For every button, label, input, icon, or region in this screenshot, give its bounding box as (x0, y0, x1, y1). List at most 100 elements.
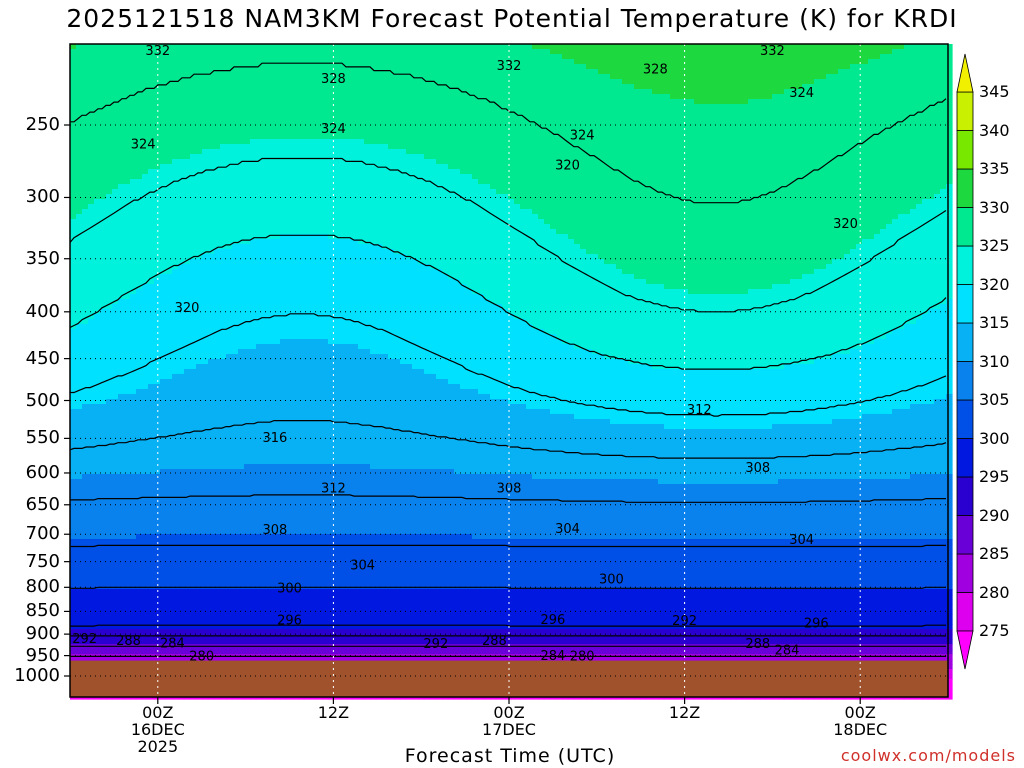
theta-cell (94, 609, 101, 615)
theta-cell (274, 259, 281, 265)
theta-cell (130, 109, 137, 115)
theta-cell (70, 259, 77, 265)
theta-cell (274, 69, 281, 75)
theta-cell (274, 154, 281, 160)
theta-cell (232, 544, 239, 550)
theta-cell (136, 334, 143, 340)
theta-cell (250, 269, 257, 275)
theta-cell (112, 604, 119, 610)
theta-cell (190, 649, 197, 655)
theta-cell (70, 489, 77, 495)
theta-cell (154, 44, 161, 50)
theta-cell (166, 529, 173, 535)
theta-cell (118, 304, 125, 310)
theta-cell (178, 569, 185, 575)
theta-cell (94, 189, 101, 195)
theta-cell (220, 459, 227, 465)
theta-cell (166, 274, 173, 280)
theta-cell (100, 624, 107, 630)
theta-cell (136, 354, 143, 360)
theta-cell (226, 484, 233, 490)
theta-cell (202, 84, 209, 90)
theta-cell (268, 74, 275, 80)
theta-cell (184, 59, 191, 65)
theta-cell (292, 194, 299, 200)
theta-cell (196, 144, 203, 150)
theta-cell (214, 174, 221, 180)
theta-cell (94, 69, 101, 75)
theta-cell (112, 119, 119, 125)
theta-cell (262, 99, 269, 105)
theta-cell (274, 44, 281, 50)
theta-cell (214, 549, 221, 555)
theta-cell (220, 269, 227, 275)
theta-cell (214, 514, 221, 520)
theta-cell (262, 114, 269, 120)
theta-cell (208, 399, 215, 405)
theta-cell (280, 224, 287, 230)
theta-cell (268, 129, 275, 135)
theta-cell (184, 569, 191, 575)
theta-cell (106, 569, 113, 575)
theta-cell (238, 489, 245, 495)
theta-cell (298, 79, 305, 85)
theta-cell (124, 319, 131, 325)
theta-cell (160, 639, 167, 645)
theta-cell (124, 149, 131, 155)
theta-cell (136, 159, 143, 165)
theta-cell (274, 454, 281, 460)
theta-cell (124, 329, 131, 335)
theta-cell (262, 49, 269, 55)
theta-cell (238, 244, 245, 250)
theta-cell (82, 189, 89, 195)
theta-cell (160, 399, 167, 405)
theta-cell (70, 574, 77, 580)
theta-cell (256, 479, 263, 485)
theta-cell (160, 559, 167, 565)
theta-cell (136, 609, 143, 615)
theta-cell (166, 424, 173, 430)
theta-cell (106, 339, 113, 345)
theta-cell (142, 119, 149, 125)
theta-cell (184, 44, 191, 50)
theta-cell (76, 419, 83, 425)
theta-cell (88, 449, 95, 455)
theta-cell (154, 544, 161, 550)
theta-cell (226, 444, 233, 450)
theta-cell (166, 74, 173, 80)
theta-cell (262, 224, 269, 230)
theta-cell (82, 254, 89, 260)
theta-cell (148, 139, 155, 145)
theta-cell (94, 419, 101, 425)
theta-cell (286, 369, 293, 375)
theta-cell (214, 439, 221, 445)
theta-cell (178, 559, 185, 565)
theta-cell (262, 479, 269, 485)
theta-cell (208, 559, 215, 565)
theta-cell (256, 104, 263, 110)
theta-cell (214, 444, 221, 450)
theta-cell (172, 519, 179, 525)
theta-cell (244, 364, 251, 370)
theta-cell (88, 364, 95, 370)
theta-cell (118, 259, 125, 265)
theta-cell (154, 539, 161, 545)
theta-cell (226, 119, 233, 125)
theta-cell (160, 604, 167, 610)
theta-cell (280, 489, 287, 495)
theta-cell (292, 254, 299, 260)
theta-cell (208, 629, 215, 635)
theta-cell (268, 639, 275, 645)
theta-cell (220, 599, 227, 605)
theta-cell (196, 579, 203, 585)
theta-cell (232, 604, 239, 610)
theta-cell (124, 314, 131, 320)
theta-cell (112, 614, 119, 620)
theta-cell (106, 514, 113, 520)
theta-cell (118, 539, 125, 545)
theta-cell (214, 624, 221, 630)
theta-cell (184, 334, 191, 340)
theta-cell (208, 234, 215, 240)
theta-cell (76, 594, 83, 600)
theta-cell (184, 544, 191, 550)
